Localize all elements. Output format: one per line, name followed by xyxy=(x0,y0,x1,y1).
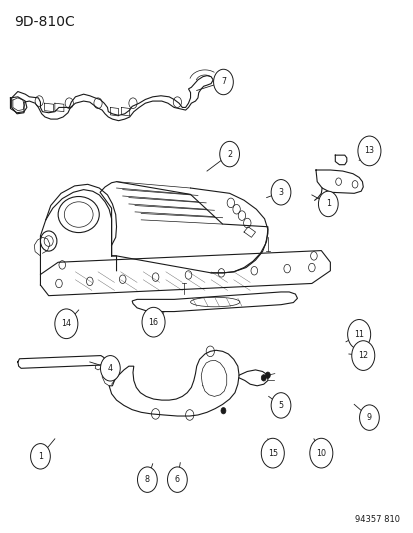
Circle shape xyxy=(100,356,120,381)
Circle shape xyxy=(351,341,374,370)
Circle shape xyxy=(261,438,284,468)
Circle shape xyxy=(359,405,378,430)
Circle shape xyxy=(347,319,370,349)
Text: 94357 810: 94357 810 xyxy=(354,515,399,523)
Text: 8: 8 xyxy=(145,475,150,484)
Circle shape xyxy=(142,308,165,337)
Text: 1: 1 xyxy=(38,452,43,461)
Text: 15: 15 xyxy=(267,449,277,458)
Circle shape xyxy=(318,191,337,216)
Circle shape xyxy=(31,443,50,469)
Circle shape xyxy=(137,467,157,492)
Text: 16: 16 xyxy=(148,318,158,327)
Text: 1: 1 xyxy=(325,199,330,208)
Circle shape xyxy=(219,141,239,167)
Text: 4: 4 xyxy=(108,364,113,373)
Circle shape xyxy=(55,309,78,338)
Text: 7: 7 xyxy=(221,77,225,86)
Text: 3: 3 xyxy=(278,188,283,197)
Text: 5: 5 xyxy=(278,401,283,410)
Circle shape xyxy=(357,136,380,166)
Text: 12: 12 xyxy=(357,351,368,360)
Circle shape xyxy=(221,408,225,414)
Text: 11: 11 xyxy=(353,330,363,339)
Circle shape xyxy=(261,375,266,381)
Circle shape xyxy=(265,372,270,378)
Circle shape xyxy=(271,180,290,205)
Text: 13: 13 xyxy=(363,147,373,156)
Circle shape xyxy=(167,467,187,492)
Text: 10: 10 xyxy=(316,449,325,458)
Text: 6: 6 xyxy=(174,475,180,484)
Text: 2: 2 xyxy=(226,150,232,159)
Text: 14: 14 xyxy=(61,319,71,328)
Circle shape xyxy=(309,438,332,468)
Text: 9: 9 xyxy=(366,413,371,422)
Circle shape xyxy=(271,393,290,418)
Text: 9D-810C: 9D-810C xyxy=(14,14,74,29)
Circle shape xyxy=(213,69,233,95)
